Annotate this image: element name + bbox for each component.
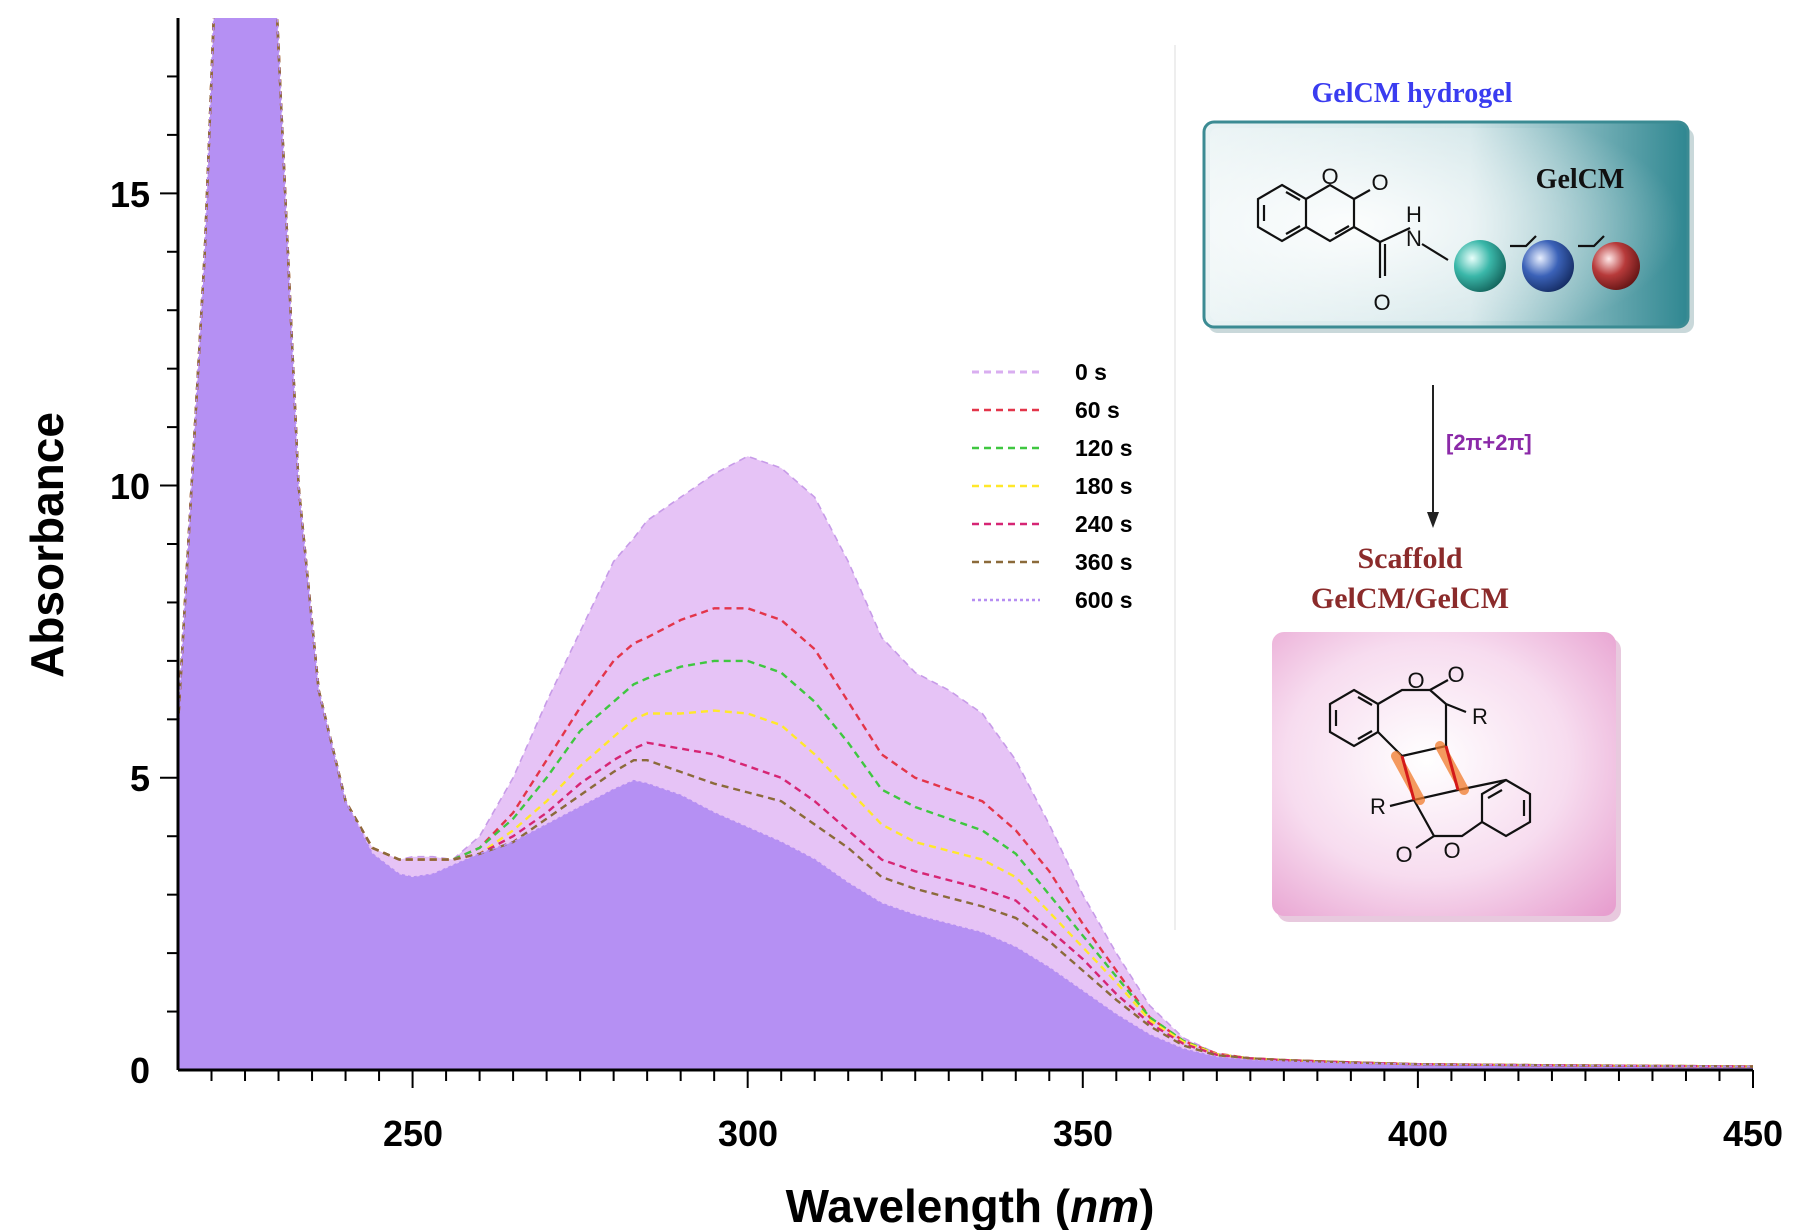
scheme-bottom-title-1: Scaffold (1358, 542, 1463, 575)
legend-label: 600 s (1075, 587, 1133, 613)
y-tick-label: 0 (130, 1050, 150, 1091)
x-axis-title-unit: nm (1070, 1180, 1139, 1230)
x-axis-title-main: Wavelength ( (786, 1180, 1071, 1230)
x-tick-label: 350 (1053, 1113, 1113, 1154)
cyclobutane-bond-1 (1400, 755, 1416, 801)
x-tick-label: 450 (1723, 1113, 1783, 1154)
scaffold-box (1272, 632, 1616, 916)
blue-ball-icon (1522, 240, 1574, 292)
teal-ball-icon (1454, 240, 1506, 292)
gelcm-box-label: GelCM (1536, 164, 1625, 195)
scheme-top-title: GelCM hydrogel (1312, 78, 1513, 109)
series-line-600s (178, 18, 1753, 1068)
series-line-360s (178, 18, 1753, 1068)
legend-label: 360 s (1075, 549, 1133, 575)
y-tick-label: 15 (110, 174, 150, 215)
arrow-head-icon (1427, 512, 1439, 528)
ticks (160, 75, 1754, 1088)
legend-label: 180 s (1075, 473, 1133, 499)
reaction-label: [2π+2π] (1446, 430, 1532, 455)
reaction-scheme: GelCM hydrogel GelCM O O H N O (1202, 78, 1694, 922)
x-tick-label: 400 (1388, 1113, 1448, 1154)
series-layer (178, 18, 1753, 1070)
red-ball-icon (1592, 242, 1640, 290)
atom-n: N (1406, 226, 1422, 251)
atom-r-top: R (1472, 704, 1488, 729)
x-tick-label: 300 (718, 1113, 778, 1154)
scheme-bottom-title-2: GelCM/GelCM (1311, 582, 1509, 615)
gelcm-box-glow (1210, 128, 1682, 321)
atom-o-bottom-carbonyl: O (1395, 842, 1412, 867)
atom-o-carbonyl: O (1371, 170, 1388, 195)
atom-r-bottom: R (1370, 794, 1386, 819)
atom-o-ring: O (1321, 164, 1338, 189)
legend-label: 0 s (1075, 359, 1107, 385)
legend-label: 240 s (1075, 511, 1133, 537)
x-axis-title: Wavelength (nm) (786, 1180, 1155, 1230)
series-area-0s (178, 18, 1753, 1070)
series-line-0s (178, 18, 1753, 1068)
coumarin-structure (1256, 183, 1605, 278)
atom-o-amide: O (1373, 290, 1390, 315)
atom-o-top-ring: O (1407, 668, 1424, 693)
y-tick-label: 5 (130, 758, 150, 799)
series-line-240s (178, 18, 1753, 1068)
cyclobutane-bond-2 (1444, 745, 1460, 791)
atom-o-bottom-ring: O (1443, 838, 1460, 863)
atom-o-top-carbonyl: O (1447, 662, 1464, 687)
legend: 0 s 60 s 120 s 180 s 240 s 360 s 600 s (972, 359, 1133, 613)
y-tick-label: 10 (110, 466, 150, 507)
legend-label: 60 s (1075, 397, 1120, 423)
series-line-180s (178, 18, 1753, 1068)
y-axis-title: Absorbance (21, 412, 73, 678)
x-tick-label: 250 (383, 1113, 443, 1154)
x-axis-title-close: ) (1139, 1180, 1154, 1230)
series-area-600s (178, 18, 1753, 1070)
legend-label: 120 s (1075, 435, 1133, 461)
series-line-120s (178, 18, 1753, 1068)
atom-h: H (1406, 202, 1422, 227)
